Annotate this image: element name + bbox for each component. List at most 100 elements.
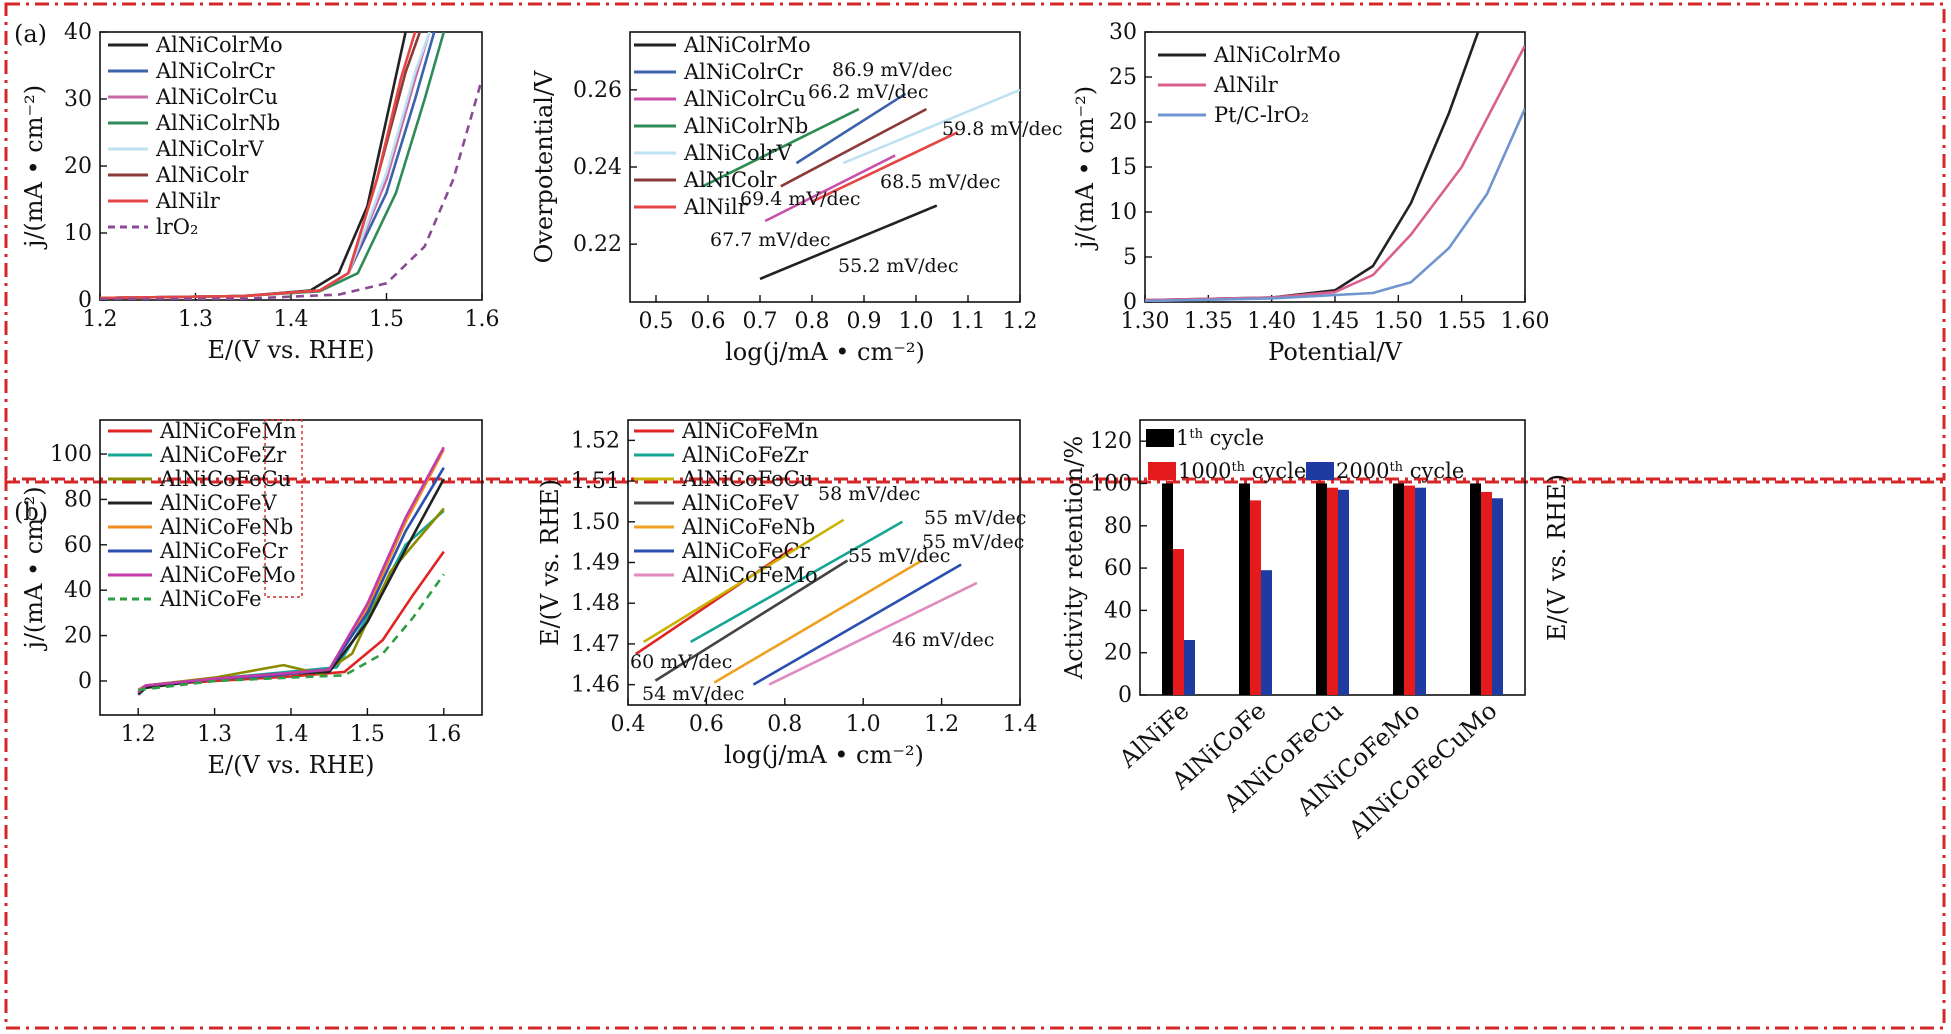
x-tick-label: 1.45 (1311, 309, 1360, 334)
x-tick-label: 1.6 (426, 722, 461, 747)
x-tick-label: 1.2 (1003, 309, 1038, 334)
x-tick-label: 0.8 (767, 712, 802, 737)
bar-1th cycle (1162, 483, 1173, 695)
x-tick-label: 1.30 (1121, 309, 1170, 334)
bar-2000th cycle (1184, 640, 1195, 695)
bar-1000th cycle (1481, 491, 1492, 695)
series-line-AlNiColrMo (1145, 32, 1480, 302)
y-tick-label: 1.46 (571, 673, 620, 698)
legend-label: AlNiColrCr (683, 60, 804, 84)
legend-label: AlNiColrMo (155, 33, 283, 57)
x-tick-label: 0.9 (847, 309, 882, 334)
bar-1th cycle (1239, 483, 1250, 695)
series-line-AlNiCoFeCr (752, 563, 962, 686)
legend-label: AlNiCoFeNb (681, 515, 815, 539)
legend-label: AlNiCoFeNb (159, 515, 293, 539)
series-line-AlNiColrV (842, 88, 1020, 165)
legend-label: AlNiColrNb (155, 111, 280, 135)
y-tick-label: 40 (64, 20, 92, 45)
bar-2000th cycle (1492, 498, 1503, 695)
legend-label: AlNiCoFeCu (159, 467, 291, 491)
chart-2: 1.30 1.35 1.40 1.45 1.50 1.55 1.60 0 5 10 15 20 25 30… (1071, 20, 1549, 366)
legend-label: AlNiColrCr (155, 59, 276, 83)
series-line-AlNiColr (780, 107, 928, 188)
legend-label: 1000th cycle (1178, 459, 1306, 483)
y-tick-label: 60 (1104, 556, 1132, 581)
legend-label: AlNilr (155, 189, 221, 213)
slope-label: 55 mV/dec (924, 507, 1026, 529)
y-tick-label: 15 (1109, 155, 1137, 180)
y-tick-label: 80 (64, 487, 92, 512)
x-tick-label: 1.1 (951, 309, 986, 334)
y-tick-label: 40 (1104, 598, 1132, 623)
y-axis-label: Overpotential/V (530, 70, 558, 263)
x-tick-label: 1.5 (369, 307, 404, 332)
series-line-AlNiColrCu (764, 154, 896, 223)
chart-1-series (702, 88, 1020, 281)
x-tick-label: 1.55 (1437, 309, 1486, 334)
legend-label: AlNiCoFeCr (159, 539, 289, 563)
legend-label: 1th cycle (1176, 426, 1264, 450)
legend-label: AlNiCoFeMo (681, 563, 818, 587)
y-tick-label: 20 (1109, 110, 1137, 135)
bar-1th cycle (1316, 483, 1327, 695)
panel-label-b: (b) (14, 498, 48, 526)
legend-label: AlNiCoFeMo (159, 563, 296, 587)
x-tick-label: 1.0 (846, 712, 881, 737)
chart-1: 0.5 0.6 0.7 0.8 0.9 1.0 1.1 1.2 0.22 0.24 0.26 log(… (530, 31, 1063, 366)
x-tick-label: 0.6 (691, 309, 726, 334)
y-tick-label: 0.24 (573, 155, 622, 180)
chart-3-series (137, 446, 445, 696)
y-tick-label: 10 (64, 221, 92, 246)
y-tick-label: 20 (1104, 641, 1132, 666)
y-tick-label: 120 (1090, 429, 1132, 454)
x-tick-label: 1.2 (83, 307, 118, 332)
legend-label: Pt/C-lrO₂ (1214, 103, 1309, 127)
y-tick-label: 30 (1109, 20, 1137, 45)
bar-1000th cycle (1327, 487, 1338, 695)
legend-label: AlNiColrMo (1213, 43, 1341, 67)
y-tick-label: 5 (1123, 245, 1137, 270)
y-tick-label: 0 (78, 669, 92, 694)
series-line-AlNiCoFeMo (137, 446, 445, 694)
legend-label: AlNiCoFeMn (681, 419, 819, 443)
y-tick-label: 100 (1090, 471, 1132, 496)
y-tick-label: 0 (1123, 290, 1137, 315)
panel-b-border (4, 480, 1946, 1030)
legend-label: AlNiColrCu (683, 87, 806, 111)
x-tick-label: 1.4 (274, 307, 309, 332)
slope-label: 59.8 mV/dec (942, 118, 1063, 140)
x-tick-label: 0.6 (689, 712, 724, 737)
series-line-AlNiColrMo (759, 204, 938, 281)
y-tick-label: 1.49 (571, 551, 620, 576)
y-axis-label: Activity retention/% (1060, 436, 1088, 680)
bar-1000th cycle (1404, 485, 1415, 695)
y-tick-label: 0.22 (573, 232, 622, 257)
chart-4: 0.4 0.6 0.8 1.0 1.2 1.4 1.46 1.47 1.48 1.49 1.50 1.… (536, 419, 1038, 769)
legend-label: AlNiColr (683, 168, 777, 192)
y-axis-label: j/(mA • cm⁻²) (20, 486, 48, 651)
x-tick-label: 1.2 (924, 712, 959, 737)
legend-label: AlNiColrCu (155, 85, 278, 109)
y-tick-label: 1.51 (571, 469, 620, 494)
legend-label: AlNiColrV (155, 137, 264, 161)
y-tick-label: 1.50 (571, 510, 620, 535)
x-tick-label: 1.4 (1003, 712, 1038, 737)
slope-label: 55.2 mV/dec (838, 255, 959, 277)
legend-label: AlNiCoFeCu (681, 467, 813, 491)
legend-label: AlNiColr (155, 163, 249, 187)
x-axis-label: E/(V vs. RHE) (208, 751, 375, 779)
slope-label: 55 mV/dec (922, 531, 1024, 553)
legend-label: AlNiCoFeZr (681, 443, 809, 467)
x-tick-label: 1.3 (178, 307, 213, 332)
x-tick-label: 1.0 (899, 309, 934, 334)
bar-2000th cycle (1261, 570, 1272, 695)
series-line-Pt/C-lrO₂ (1145, 107, 1525, 302)
x-axis-label: log(j/mA • cm⁻²) (725, 338, 925, 366)
bar-1000th cycle (1173, 549, 1184, 695)
y-tick-label: 40 (64, 578, 92, 603)
y-tick-label: 1.48 (571, 591, 620, 616)
bar-1000th cycle (1250, 500, 1261, 695)
slope-label: 86.9 mV/dec (832, 59, 953, 81)
